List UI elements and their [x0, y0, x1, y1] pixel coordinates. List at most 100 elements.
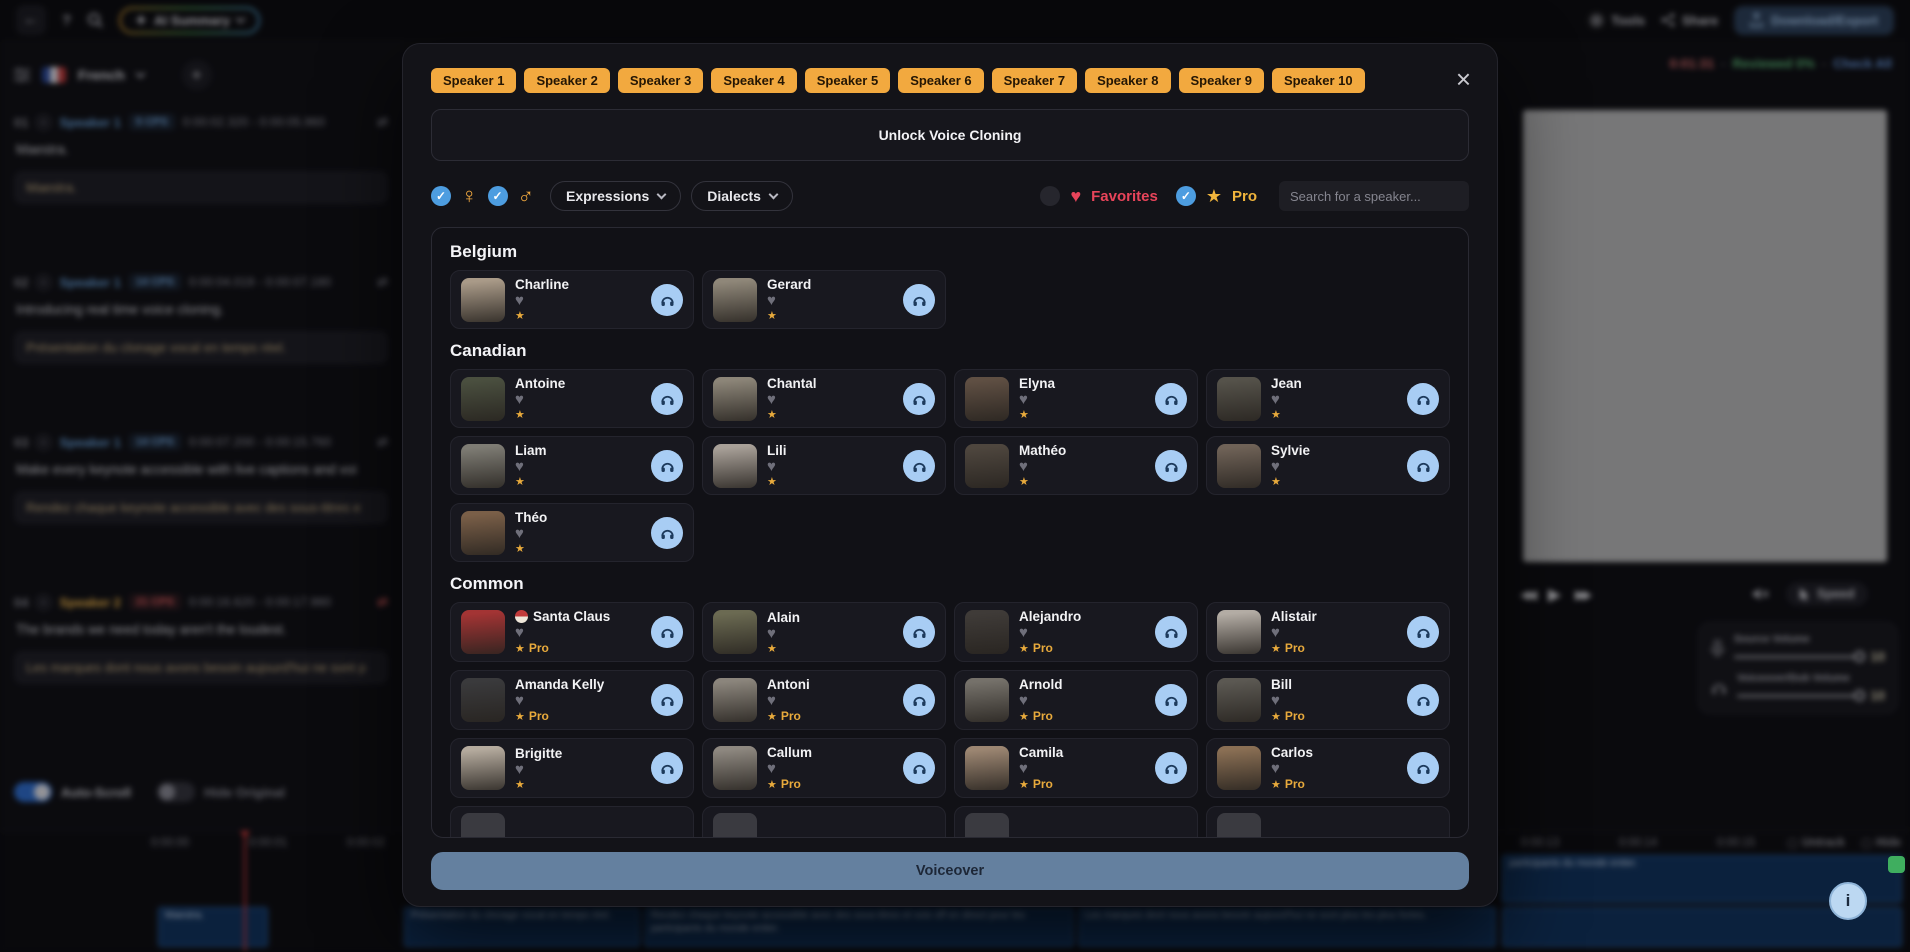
search-icon[interactable] [87, 12, 103, 28]
merge-icon[interactable]: ⇄ [377, 274, 388, 289]
translation-text[interactable]: Rendez chaque keynote accessible avec de… [14, 491, 388, 524]
speaker-card[interactable]: Antoni ♥ ★ Pro [702, 670, 946, 730]
help-button[interactable]: ? [62, 11, 72, 29]
audio-clip[interactable]: Rendez chaque keynote accessible avec de… [644, 907, 1074, 947]
headphones-button[interactable] [903, 283, 935, 316]
speaker-tab[interactable]: Speaker 7 [991, 68, 1078, 93]
check-all-button[interactable]: Check All [1833, 56, 1892, 71]
speaker-label[interactable]: Speaker 1 [59, 434, 121, 450]
heart-icon[interactable]: ♥ [1271, 391, 1280, 408]
speaker-tab[interactable]: Speaker 3 [617, 68, 704, 93]
speaker-card[interactable]: Alejandro ♥ ★ Pro [954, 602, 1198, 662]
speaker-tab[interactable]: Speaker 10 [1271, 68, 1365, 93]
heart-icon[interactable]: ♥ [767, 292, 776, 309]
speaker-label[interactable]: Speaker 1 [59, 274, 121, 290]
speaker-card[interactable]: Antoine ♥ ★ [450, 369, 694, 428]
speaker-label[interactable]: Speaker 1 [59, 114, 121, 130]
speaker-list[interactable]: Belgium Charline ♥ ★ Gerard ♥ ★ Canadian… [431, 227, 1469, 838]
assign-speaker-icon[interactable] [36, 114, 52, 130]
speaker-card[interactable]: Alain ♥ ★ [702, 602, 946, 662]
headphones-button[interactable] [651, 516, 683, 549]
heart-icon[interactable]: ♥ [1271, 760, 1280, 777]
speaker-card[interactable]: Lili ♥ ★ [702, 436, 946, 495]
speaker-card[interactable]: Alistair ♥ ★ Pro [1206, 602, 1450, 662]
add-language-button[interactable]: + [181, 60, 212, 90]
speed-button[interactable]: Speed [1786, 582, 1868, 606]
tools-button[interactable]: Tools [1589, 12, 1645, 28]
assign-speaker-icon[interactable] [36, 274, 52, 290]
speaker-tab[interactable]: Speaker 5 [804, 68, 891, 93]
transcript-row[interactable]: 03 Speaker 1 14 CPS 0:00:07.200 - 0:00:1… [14, 418, 388, 578]
headphones-button[interactable] [651, 283, 683, 316]
toggle-on[interactable] [14, 782, 52, 802]
audio-clip[interactable]: participants du monde entier. [1502, 855, 1902, 903]
playhead[interactable] [240, 831, 250, 952]
headphones-button[interactable] [651, 616, 683, 648]
speaker-tab[interactable]: Speaker 6 [898, 68, 984, 93]
female-checkbox[interactable]: ✓ [431, 186, 451, 206]
female-icon[interactable]: ♀ [461, 183, 478, 208]
speaker-card[interactable]: Elyna ♥ ★ [954, 369, 1198, 428]
merge-icon[interactable]: ⇄ [377, 434, 388, 449]
heart-icon[interactable]: ♥ [515, 525, 524, 542]
play-button[interactable]: ▶ [1548, 585, 1562, 604]
headphones-button[interactable] [651, 449, 683, 482]
heart-icon[interactable]: ♥ [767, 391, 776, 408]
pro-checkbox[interactable]: ✓ [1175, 186, 1196, 206]
rewind-button[interactable]: ◀◀ [1520, 587, 1537, 602]
heart-icon[interactable]: ♥ [515, 624, 524, 641]
hide-original-toggle[interactable]: Hide Original [157, 782, 285, 802]
speaker-tab[interactable]: Speaker 1 [431, 68, 517, 93]
speaker-card[interactable]: Arnold ♥ ★ Pro [954, 670, 1198, 730]
source-text[interactable]: Maestra. [16, 142, 69, 157]
info-button[interactable]: i [1829, 882, 1867, 920]
headphones-button[interactable] [903, 752, 935, 784]
headphones-button[interactable] [1407, 684, 1439, 716]
heart-icon[interactable]: ♥ [515, 692, 524, 709]
expressions-dropdown[interactable]: Expressions [550, 181, 682, 211]
hide-button[interactable]: Hide [1862, 837, 1901, 849]
heart-icon[interactable]: ♥ [1019, 692, 1028, 709]
mute-icon[interactable] [1752, 586, 1770, 602]
headphones-button[interactable] [1155, 684, 1187, 716]
heart-icon[interactable]: ♥ [767, 760, 776, 777]
toggle-off[interactable] [157, 782, 196, 802]
untrack-button[interactable]: Untrack [1788, 837, 1845, 849]
heart-icon[interactable]: ♥ [515, 292, 524, 309]
audio-clip[interactable]: Les marques dont nous avons besoin aujou… [1078, 907, 1496, 947]
headphones-button[interactable] [1155, 449, 1187, 482]
audio-clip[interactable]: Maestra. [158, 907, 268, 947]
headphones-button[interactable] [1407, 449, 1439, 482]
back-button[interactable]: ← [16, 5, 46, 35]
unlock-voice-cloning-button[interactable]: Unlock Voice Cloning [431, 109, 1469, 161]
source-text[interactable]: Make every keynote accessible with live … [16, 462, 357, 477]
speaker-card[interactable]: Chantal ♥ ★ [702, 369, 946, 428]
heart-icon[interactable]: ♥ [1271, 624, 1280, 641]
transcript-row[interactable]: 01 Speaker 1 5 CPS 0:00:02.320 - 0:00:05… [14, 98, 388, 258]
speaker-card[interactable]: Jean ♥ ★ [1206, 369, 1450, 428]
speaker-tab[interactable]: Speaker 2 [524, 68, 610, 93]
download-export-button[interactable]: Download/Export [1734, 5, 1894, 35]
favorites-filter[interactable]: Favorites [1091, 187, 1158, 205]
speaker-card[interactable]: Brigitte ♥ ★ [450, 738, 694, 798]
headphones-button[interactable] [1407, 616, 1439, 648]
heart-icon[interactable]: ♥ [515, 760, 524, 778]
headphones-button[interactable] [1407, 382, 1439, 415]
source-text[interactable]: The brands we need today aren't the loud… [16, 622, 287, 637]
speaker-card[interactable]: Amanda Kelly ♥ ★ Pro [450, 670, 694, 730]
headphones-button[interactable] [903, 382, 935, 415]
heart-icon[interactable]: ♥ [1271, 692, 1280, 709]
heart-icon[interactable]: ♥ [1019, 624, 1028, 641]
translation-text[interactable]: Présentation du clonage vocal en temps r… [14, 331, 388, 364]
speaker-card[interactable]: ♥ ★ [1206, 806, 1450, 837]
translation-text[interactable]: Maestra. [14, 171, 388, 204]
pro-filter[interactable]: Pro [1231, 187, 1257, 205]
male-icon[interactable]: ♂ [517, 183, 535, 208]
filter-icon[interactable] [14, 68, 30, 82]
language-select[interactable]: French [78, 67, 125, 83]
male-checkbox[interactable]: ✓ [487, 186, 508, 206]
speaker-card[interactable]: Bill ♥ ★ Pro [1206, 670, 1450, 730]
speaker-card[interactable]: Charline ♥ ★ [450, 270, 694, 329]
speaker-card[interactable]: ♥ ★ [954, 806, 1198, 837]
speaker-card[interactable]: Gerard ♥ ★ [702, 270, 946, 329]
